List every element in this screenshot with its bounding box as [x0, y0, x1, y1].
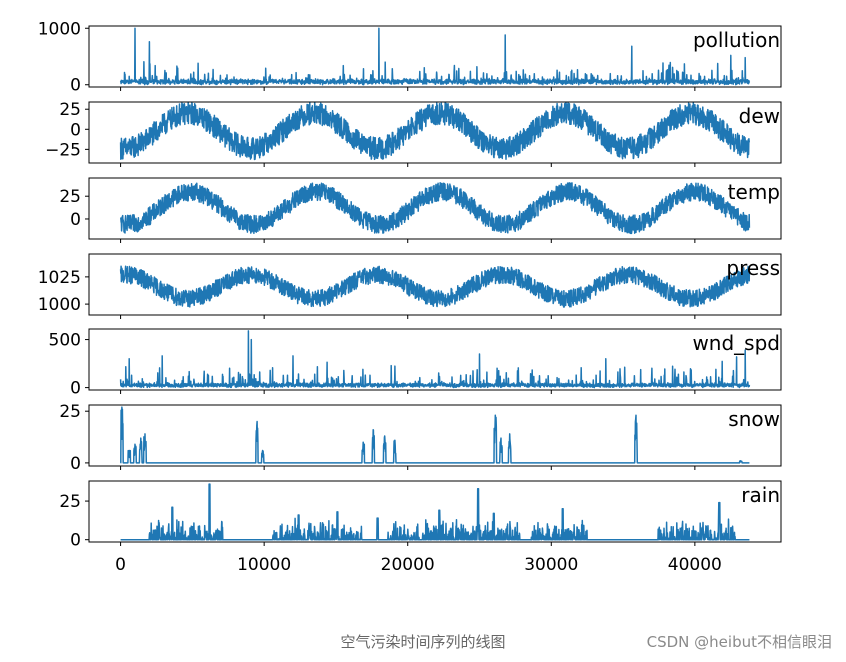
y-tick-label-dew: 25	[59, 100, 81, 120]
panel-label-wnd_spd: wnd_spd	[692, 331, 780, 355]
y-tick-label-wnd_spd: 0	[70, 379, 81, 399]
series-line-temp	[120, 181, 751, 235]
panel-label-snow: snow	[728, 407, 780, 431]
series-line-dew	[119, 101, 751, 161]
panel-label-dew: dew	[739, 104, 780, 128]
panel-wnd_spd: 0 500 wnd_spd	[49, 328, 782, 399]
panel-press: 1000 1025 press	[38, 253, 782, 319]
y-tick-label-snow: 0	[70, 454, 81, 474]
figure-caption: 空气污染时间序列的线图	[340, 633, 506, 651]
panel-pollution: 0 1000 pollution	[38, 19, 782, 96]
y-tick-label-temp: 25	[59, 187, 81, 207]
axes-frame-pollution	[88, 25, 782, 88]
panel-rain: 0 25 rain	[59, 480, 782, 551]
axes-frame-dew	[88, 101, 782, 164]
y-tick-label-temp: 0	[70, 210, 81, 230]
y-tick-label-rain: 25	[59, 492, 81, 512]
panel-temp: 0 25 temp	[59, 177, 782, 243]
x-tick-label: 40000	[668, 555, 722, 575]
x-tick-label: 10000	[237, 555, 291, 575]
axes-frame-wnd_spd	[88, 328, 782, 391]
y-tick-label-dew: 0	[70, 120, 81, 140]
x-tick-label: 0	[115, 555, 126, 575]
x-tick-label: 20000	[381, 555, 435, 575]
series-line-wnd_spd	[119, 330, 751, 389]
axes-frame-press	[88, 253, 782, 316]
series-line-pollution	[119, 27, 751, 86]
watermark: CSDN @heibut不相信眼泪	[646, 633, 832, 651]
y-tick-label-snow: 25	[59, 402, 81, 422]
series-line-press	[119, 265, 751, 308]
y-tick-label-press: 1025	[38, 268, 81, 288]
panel-label-pollution: pollution	[693, 28, 780, 52]
y-tick-label-press: 1000	[38, 295, 81, 315]
panel-snow: 0 25 snow	[59, 402, 782, 474]
y-tick-label-dew: −25	[45, 140, 81, 160]
y-tick-label-pollution: 1000	[38, 19, 81, 39]
x-tick-label: 30000	[524, 555, 578, 575]
y-tick-label-rain: 0	[70, 531, 81, 551]
axes-frame-temp	[88, 177, 782, 240]
panel-label-rain: rain	[741, 483, 780, 507]
panel-label-temp: temp	[728, 180, 780, 204]
axes-frame-rain	[88, 480, 782, 543]
axes-frame-snow	[88, 404, 782, 467]
panel-label-press: press	[726, 256, 780, 280]
y-tick-label-wnd_spd: 500	[49, 331, 81, 351]
series-line-rain	[120, 483, 750, 541]
series-line-snow	[120, 406, 750, 464]
y-tick-label-pollution: 0	[70, 76, 81, 96]
